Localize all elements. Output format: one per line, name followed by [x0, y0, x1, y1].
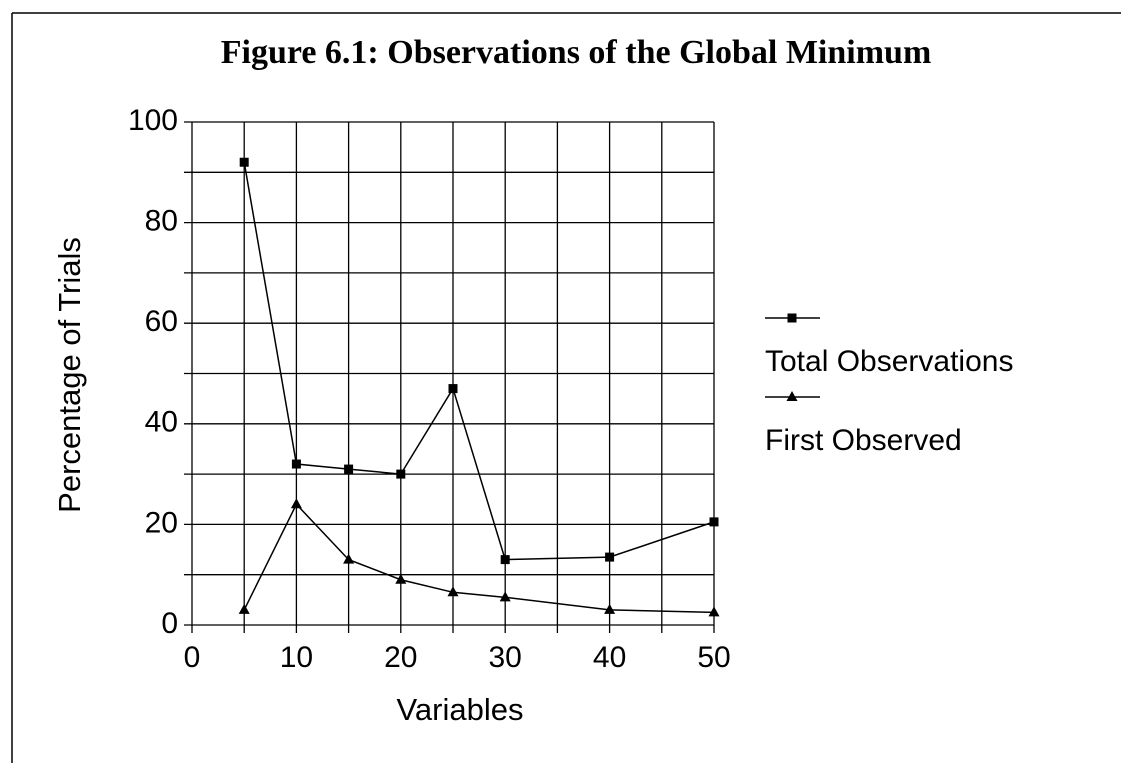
- series-line: [243, 502, 715, 614]
- marker: [604, 603, 616, 614]
- x-tick-label: 40: [593, 641, 626, 674]
- marker: [709, 517, 719, 527]
- y-tick-label: 60: [145, 305, 178, 338]
- x-tick-label: 20: [384, 641, 417, 674]
- marker: [290, 498, 302, 509]
- legend-label: Total Observations: [765, 345, 1013, 378]
- y-tick-label: 40: [145, 406, 178, 439]
- marker: [396, 469, 406, 479]
- x-axis-label: Variables: [397, 692, 524, 727]
- marker: [238, 603, 250, 614]
- marker: [395, 573, 407, 584]
- marker: [787, 313, 797, 323]
- marker: [448, 384, 458, 394]
- x-tick-label: 50: [697, 641, 730, 674]
- marker: [786, 391, 798, 401]
- x-tick-label: 30: [489, 641, 522, 674]
- marker: [500, 555, 510, 565]
- marker: [343, 553, 355, 564]
- marker: [708, 606, 720, 617]
- marker: [344, 464, 354, 474]
- legend-label: First Observed: [765, 424, 962, 457]
- marker: [291, 459, 301, 469]
- y-tick-label: 0: [161, 607, 178, 640]
- x-tick-label: 0: [184, 641, 201, 674]
- y-axis-label: Percentage of Trials: [52, 237, 87, 513]
- marker: [499, 591, 511, 602]
- y-tick-label: 20: [145, 506, 178, 539]
- x-tick-label: 10: [280, 641, 313, 674]
- marker: [605, 552, 615, 562]
- y-tick-label: 80: [145, 205, 178, 238]
- series-line: [243, 162, 715, 561]
- chart-title: Figure 6.1: Observations of the Global M…: [221, 34, 932, 71]
- marker: [239, 157, 249, 167]
- marker: [447, 586, 459, 597]
- y-tick-label: 100: [128, 104, 178, 137]
